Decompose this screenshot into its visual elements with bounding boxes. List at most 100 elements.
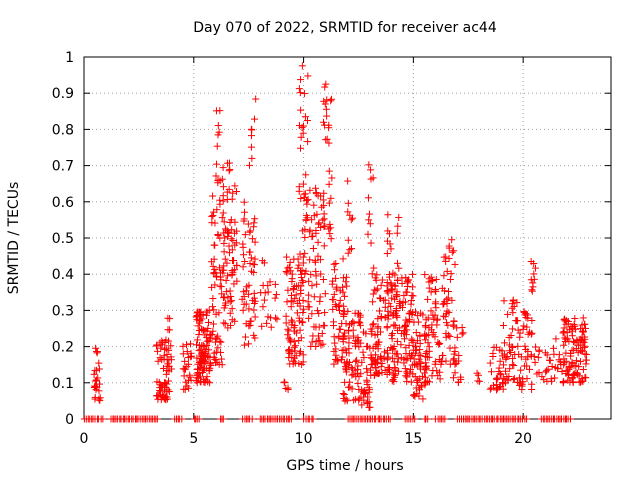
data-point xyxy=(354,379,362,387)
data-point xyxy=(371,274,379,282)
data-point xyxy=(166,315,174,323)
data-point xyxy=(514,317,522,325)
data-point xyxy=(565,364,573,372)
data-point xyxy=(413,376,421,384)
data-point xyxy=(152,342,160,350)
data-point xyxy=(546,356,554,364)
data-point xyxy=(283,298,291,306)
data-point xyxy=(198,351,206,359)
data-point xyxy=(357,370,365,378)
data-point xyxy=(385,273,393,281)
data-point xyxy=(342,278,350,286)
data-point xyxy=(490,382,498,390)
data-point xyxy=(446,275,454,283)
data-point xyxy=(315,219,323,227)
data-point xyxy=(165,362,173,370)
data-point xyxy=(301,113,309,121)
data-point xyxy=(364,230,372,238)
data-point xyxy=(313,280,321,288)
data-point xyxy=(99,415,107,423)
data-point xyxy=(315,309,323,317)
data-point xyxy=(570,321,578,329)
data-point xyxy=(486,385,494,393)
data-point xyxy=(199,326,207,334)
data-point xyxy=(435,356,443,364)
data-point xyxy=(363,343,371,351)
data-point xyxy=(427,288,435,296)
data-point xyxy=(165,388,173,396)
data-point xyxy=(308,338,316,346)
data-point xyxy=(228,270,236,278)
data-point xyxy=(344,177,352,185)
data-point xyxy=(330,347,338,355)
data-point xyxy=(551,363,559,371)
data-point xyxy=(302,196,310,204)
data-point xyxy=(248,154,256,162)
data-point xyxy=(516,381,524,389)
data-point xyxy=(297,274,305,282)
data-point xyxy=(292,291,300,299)
data-point xyxy=(286,336,294,344)
data-point xyxy=(535,368,543,376)
data-point xyxy=(450,374,458,382)
data-point xyxy=(320,242,328,250)
data-point xyxy=(198,315,206,323)
data-point xyxy=(305,314,313,322)
data-point xyxy=(301,233,309,241)
data-point xyxy=(347,245,355,253)
data-point xyxy=(304,138,312,146)
data-point xyxy=(245,290,253,298)
data-point xyxy=(416,331,424,339)
data-point xyxy=(217,276,225,284)
data-point xyxy=(217,338,225,346)
data-point xyxy=(332,274,340,282)
data-point xyxy=(167,342,175,350)
data-point xyxy=(204,337,212,345)
data-point xyxy=(229,236,237,244)
data-point xyxy=(511,350,519,358)
data-point xyxy=(218,175,226,183)
data-point xyxy=(562,367,570,375)
data-point xyxy=(428,372,436,380)
data-point xyxy=(581,342,589,350)
data-point xyxy=(220,293,228,301)
data-point xyxy=(327,194,335,202)
data-point xyxy=(446,332,454,340)
data-point xyxy=(440,272,448,280)
data-point xyxy=(239,263,247,271)
data-point xyxy=(222,288,230,296)
data-point xyxy=(244,340,252,348)
data-point xyxy=(347,216,355,224)
data-point xyxy=(442,357,450,365)
data-point xyxy=(519,325,527,333)
data-point xyxy=(271,280,279,288)
data-point xyxy=(380,348,388,356)
data-point xyxy=(224,229,232,237)
data-point xyxy=(543,367,551,375)
data-point xyxy=(348,214,356,222)
data-point xyxy=(218,214,226,222)
data-point xyxy=(343,282,351,290)
y-tick-label: 0.7 xyxy=(52,159,74,175)
data-point xyxy=(413,390,421,398)
data-point xyxy=(271,294,279,302)
data-point xyxy=(226,287,234,295)
data-point xyxy=(320,215,328,223)
data-point xyxy=(496,346,504,354)
data-point xyxy=(319,275,327,283)
data-point xyxy=(372,351,380,359)
data-point xyxy=(291,327,299,335)
data-point xyxy=(288,278,296,286)
data-point xyxy=(377,363,385,371)
data-point xyxy=(342,346,350,354)
data-point xyxy=(309,332,317,340)
data-point xyxy=(408,283,416,291)
data-point xyxy=(266,278,274,286)
data-point xyxy=(407,351,415,359)
data-point xyxy=(328,174,336,182)
data-points xyxy=(80,62,590,423)
data-point xyxy=(459,329,467,337)
data-point xyxy=(305,303,313,311)
data-point xyxy=(334,357,342,365)
data-point xyxy=(526,365,534,373)
